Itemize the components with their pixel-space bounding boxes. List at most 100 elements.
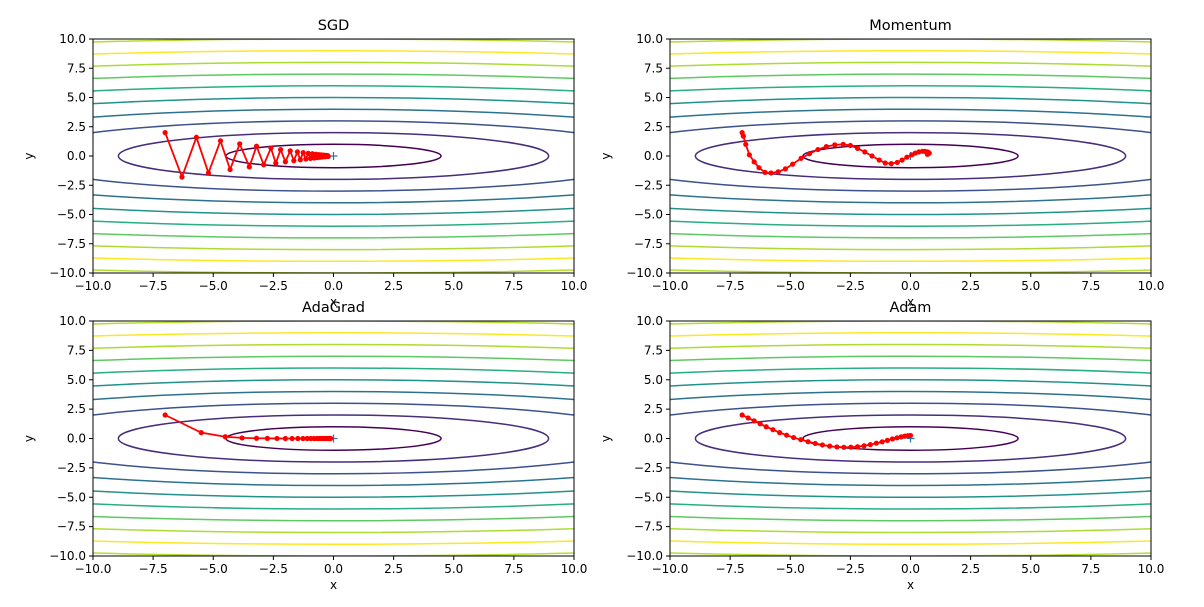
x-tick-label: −10.0 [652, 279, 689, 293]
x-tick-label: −5.0 [776, 562, 805, 576]
y-tick-label: −5.0 [634, 208, 663, 222]
y-tick-label: −5.0 [634, 490, 663, 504]
contour-line [670, 343, 1151, 534]
contour-line [670, 96, 1151, 216]
contour-line [670, 85, 1151, 227]
x-tick-label: −10.0 [652, 562, 689, 576]
x-tick-label: −2.5 [259, 562, 288, 576]
optimizer-path-point [873, 440, 879, 446]
x-tick-label: 0.0 [324, 562, 343, 576]
contour-line [670, 49, 1151, 263]
optimizer-path-point [162, 412, 168, 418]
y-tick-label: 0.0 [644, 149, 663, 163]
contour-line [93, 402, 574, 475]
optimizer-path-point [295, 435, 301, 442]
x-axis-label: x [907, 578, 914, 592]
contour-line [670, 379, 1151, 498]
optimizer-path-point [198, 430, 204, 436]
x-tick-label: −10.0 [75, 279, 112, 293]
x-tick-label: −2.5 [836, 279, 865, 293]
x-tick-label: −5.0 [776, 279, 805, 293]
contour-line [93, 85, 574, 227]
x-tick-label: −2.5 [259, 279, 288, 293]
optimizer-path-point [894, 435, 900, 441]
contour-line [93, 367, 574, 510]
y-tick-label: 10.0 [636, 314, 663, 328]
optimizer-path-point [300, 150, 306, 156]
x-axis-label: x [330, 295, 337, 309]
optimizer-path-point [854, 145, 861, 151]
x-tick-label: 0.0 [901, 562, 920, 576]
chart-title: SGD [318, 18, 350, 34]
chart-panel-3: −10.0 −7.5 −5.0 −2.5 0.0 2.5 5.0 7.5 10.0 −10.0 −7… [599, 300, 1165, 592]
x-tick-label: 10.0 [561, 562, 588, 576]
x-tick-label: −5.0 [199, 279, 228, 293]
y-axis-label: y [599, 435, 613, 442]
optimizer-path-point [227, 166, 233, 173]
optimizer-path-point [876, 157, 882, 163]
x-tick-label: 7.5 [1081, 562, 1100, 576]
contour-line [93, 343, 574, 534]
y-axis-label: y [22, 435, 36, 442]
optimizer-path-point [884, 437, 891, 443]
optimizer-path-point [274, 435, 280, 442]
contour-line [694, 131, 1127, 181]
y-tick-label: −5.0 [57, 490, 86, 504]
contour-line [93, 120, 574, 192]
y-tick-label: 10.0 [59, 314, 86, 328]
x-tick-label: −10.0 [75, 562, 112, 576]
contour-line [670, 61, 1151, 251]
optimizer-path-point [869, 153, 875, 159]
optimizer-path-point [862, 149, 868, 155]
contour-line [694, 414, 1127, 463]
y-tick-label: −7.5 [57, 237, 86, 251]
optimizer-path-point [812, 440, 818, 447]
x-tick-label: 5.0 [1021, 562, 1040, 576]
optimizer-path-point [841, 444, 847, 450]
optimizer-path-point [294, 149, 301, 155]
optimizer-path-point [746, 152, 752, 158]
chart-title: Adam [890, 300, 932, 316]
optimizer-path-point [757, 421, 763, 427]
y-tick-label: −2.5 [634, 461, 663, 475]
optimizer-path-point [745, 415, 751, 421]
x-tick-label: −2.5 [836, 562, 865, 576]
optimizer-path-point [253, 143, 260, 149]
x-tick-label: 10.0 [1138, 562, 1165, 576]
y-tick-label: 0.0 [67, 149, 86, 163]
optimizer-path-point [273, 160, 279, 166]
contour-line [117, 414, 550, 463]
contour-line [670, 108, 1151, 204]
optimizer-path-point [305, 150, 311, 156]
x-tick-label: 10.0 [561, 279, 588, 293]
contour-line [670, 367, 1151, 510]
optimizer-path-point [798, 437, 804, 443]
optimizer-path-point [740, 133, 746, 139]
optimizer-path-point [888, 161, 894, 167]
optimizer-path-point [867, 442, 873, 448]
optimizer-path-point [217, 138, 224, 144]
optimizer-path-point [819, 442, 826, 448]
contour-line [93, 379, 574, 498]
optimizer-path-point [763, 424, 769, 430]
contour-line [93, 355, 574, 522]
optimizer-path-point [847, 142, 853, 149]
optimizer-path-point [261, 162, 267, 168]
optimizer-path-point [237, 141, 243, 147]
y-tick-label: −2.5 [57, 178, 86, 192]
x-axis-label: x [907, 295, 914, 309]
optimizer-path-point [768, 170, 774, 176]
y-tick-label: 7.5 [644, 61, 663, 75]
optimizer-path-point [277, 146, 284, 153]
contour-line [93, 332, 574, 545]
y-tick-label: −5.0 [57, 208, 86, 222]
optimizer-path-point [253, 435, 260, 441]
y-axis-label: y [22, 152, 36, 159]
contour-line [802, 143, 1019, 169]
optimizer-path-point [304, 435, 310, 442]
x-tick-label: 5.0 [1021, 279, 1040, 293]
plot-area [93, 321, 574, 556]
y-tick-label: 5.0 [644, 91, 663, 105]
optimizer-path-point [861, 443, 867, 449]
